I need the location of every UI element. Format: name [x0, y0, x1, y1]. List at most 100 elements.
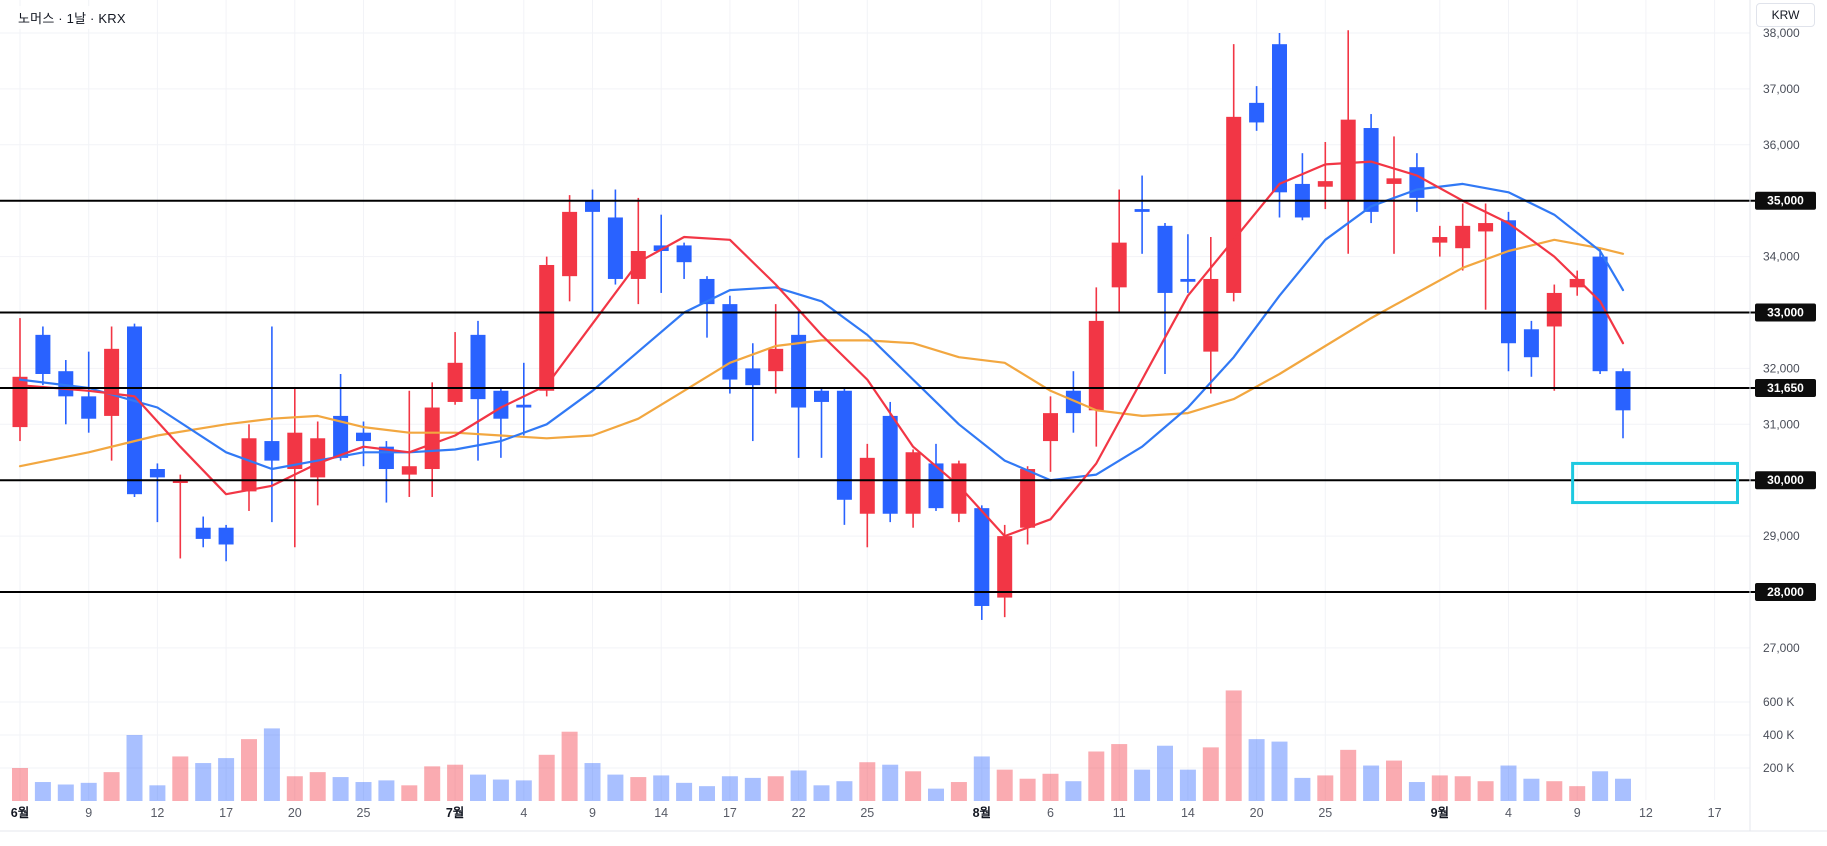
price-tick-label: 29,000: [1763, 529, 1800, 543]
candle-body: [1249, 102, 1265, 123]
candle-body: [516, 404, 532, 408]
volume-bar: [653, 775, 670, 801]
candle-body: [653, 245, 669, 252]
volume-bar: [103, 772, 120, 801]
volume-bar: [1317, 775, 1334, 801]
volume-bar: [790, 770, 807, 801]
candle-body: [333, 415, 349, 458]
price-line-label-pill: [1755, 471, 1816, 490]
candle-body: [1432, 237, 1448, 243]
volume-bar: [172, 756, 189, 801]
volume-bar: [1225, 690, 1242, 801]
volume-bar: [836, 781, 853, 801]
volume-bar: [332, 777, 349, 801]
candle-body: [35, 334, 51, 374]
time-axis[interactable]: 6월 9 12 17 20 25 7월 4 9 14 17 22 25 8월 6 11 14 20 25 9월 4 9 12…: [11, 805, 1722, 820]
time-tick-day: 20: [288, 806, 302, 820]
volume-bar: [1477, 781, 1494, 801]
volume-bar: [1202, 747, 1219, 801]
volume-bar: [447, 764, 464, 801]
time-tick-day: 12: [1639, 806, 1653, 820]
candle-body: [287, 432, 303, 470]
candle-body: [241, 438, 257, 492]
time-tick-day: 20: [1250, 806, 1264, 820]
price-line-label-pill: [1755, 191, 1816, 210]
ma-slow-yellow: [18, 238, 1625, 468]
candle-body: [1134, 209, 1150, 212]
candle-body: [424, 407, 440, 470]
volume-bar: [767, 776, 784, 801]
price-line-label-text: 35,000: [1767, 194, 1804, 208]
volume-tick-label: 400 K: [1763, 728, 1794, 742]
volume-bar: [378, 780, 395, 801]
time-tick-day: 9: [589, 806, 596, 820]
time-tick-day: 22: [792, 806, 806, 820]
candle-body: [974, 508, 990, 606]
time-tick-day: 25: [1318, 806, 1332, 820]
volume-bar: [1386, 760, 1402, 801]
volume-bar: [1615, 778, 1631, 801]
volume-bar: [1431, 775, 1448, 801]
price-line-label-pill: [1755, 303, 1816, 322]
candle-body: [859, 457, 875, 514]
volume-tick-label: 200 K: [1763, 761, 1794, 775]
volume-bar: [470, 774, 486, 801]
price-tick-label: 31,000: [1763, 417, 1800, 431]
candle-body: [1088, 320, 1104, 411]
candle-body: [356, 432, 371, 442]
volume-bar: [149, 785, 166, 801]
volume-bar: [813, 785, 830, 801]
volume-bar: [561, 731, 578, 801]
candle-body: [1546, 292, 1562, 327]
volume-axis[interactable]: 600 K 400 K 200 K: [1763, 695, 1794, 775]
volume-bar: [950, 782, 967, 801]
volume-bar: [1248, 739, 1265, 801]
candle-body: [1203, 278, 1219, 352]
time-tick-day: 17: [219, 806, 233, 820]
time-tick-day: 25: [357, 806, 371, 820]
volume-bar: [1592, 771, 1609, 801]
candle-body: [1478, 223, 1494, 232]
candle-body: [12, 376, 28, 428]
volume-bar: [538, 754, 555, 801]
time-tick-day: 9: [85, 806, 92, 820]
volume-bar: [1042, 773, 1059, 801]
candle-body: [493, 390, 509, 419]
candle-body: [1523, 329, 1539, 358]
volume-bar: [1569, 786, 1586, 801]
price-tick-label: 32,000: [1763, 361, 1800, 375]
volume-bar: [1088, 751, 1105, 801]
volume-bar: [905, 771, 922, 801]
symbol-legend[interactable]: 노머스 · 1날 · KRX: [14, 6, 130, 29]
candle-body: [1615, 371, 1631, 411]
rectangle-drawing[interactable]: [1571, 461, 1739, 505]
candle-body: [1272, 44, 1287, 193]
candle-body: [1501, 220, 1516, 344]
candle-body: [745, 368, 761, 386]
candle-body: [195, 527, 211, 539]
volume-bar: [996, 769, 1013, 801]
candle-body: [814, 390, 829, 402]
time-tick-day: 9: [1574, 806, 1581, 820]
horizontal-price-lines-layer: [0, 199, 1756, 593]
volume-bar: [928, 788, 944, 801]
candle-body: [997, 536, 1013, 598]
candle-body: [470, 334, 486, 400]
currency-toggle-button[interactable]: KRW: [1756, 3, 1815, 27]
volume-bar: [1523, 778, 1540, 801]
price-axis[interactable]: 38,000 37,000 36,000 34,000 32,000 31,000 29,0…: [1755, 26, 1816, 655]
candle-body: [81, 396, 97, 419]
time-tick-month: 6월: [11, 805, 29, 820]
candle-body: [928, 463, 944, 509]
volume-bar: [1157, 745, 1173, 801]
candle-body: [607, 217, 623, 279]
volume-bar: [424, 766, 441, 801]
candle-body: [836, 390, 852, 500]
candle-body: [1409, 167, 1425, 198]
volume-bar: [1340, 749, 1357, 801]
price-line-label-text: 33,000: [1767, 306, 1804, 320]
candle-body: [539, 264, 555, 391]
price-line-label-text: 30,000: [1767, 473, 1804, 487]
